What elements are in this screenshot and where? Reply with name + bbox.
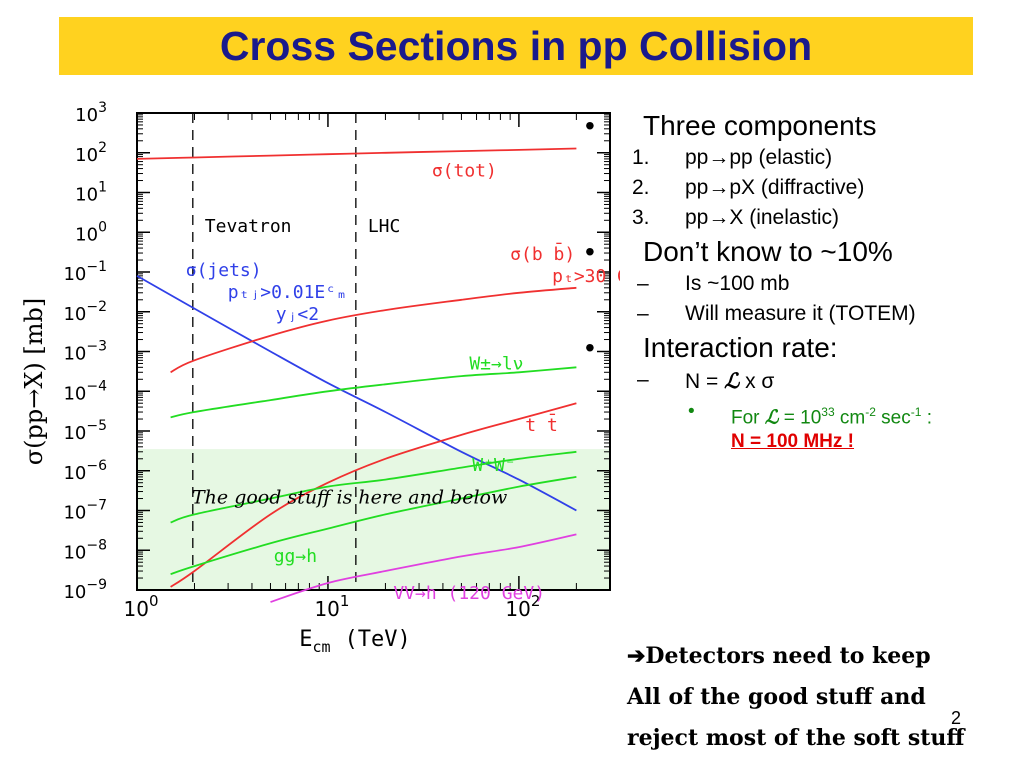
- list-item-elastic: 1. pp→pp (elastic): [632, 146, 833, 169]
- y-tick-label: 10−7: [63, 498, 107, 524]
- list-item-rate-formula: – N = ℒ x σ: [637, 368, 775, 393]
- series-line-6: [170, 476, 577, 576]
- series-label-0: σ(tot): [432, 161, 497, 182]
- y-tick-label: 101: [75, 180, 107, 206]
- y-tick-label: 10−9: [63, 577, 107, 603]
- y-tick-label: 10−5: [63, 418, 107, 444]
- conclusion-text: ➔Detectors need to keep All of the good …: [627, 636, 1007, 759]
- cross-section-chart: 103 102 101 100 10−1 10−2 10−3 10−4 10−5 10−6 10−7…: [20, 100, 620, 655]
- series-line-5: [170, 450, 577, 524]
- x-tick-label: 102: [505, 592, 540, 621]
- conclusion-line-3: reject most of the soft stuff: [627, 725, 965, 751]
- list-item-luminosity: • For ℒ = 1033 cm-2 sec-1 : N = 100 MHz !: [688, 401, 932, 453]
- series-line-3: [170, 366, 577, 419]
- y-tick-label: 102: [75, 140, 107, 166]
- series-label-7: VV→h (120 GeV): [393, 583, 545, 604]
- conclusion-line-2: All of the good stuff and: [627, 684, 926, 710]
- series-line-7: [270, 533, 577, 603]
- slide-title: Cross Sections in pp Collision: [219, 22, 813, 69]
- series-line-1: [136, 275, 577, 512]
- vline-label: Tevatron: [205, 216, 292, 237]
- series-label-6: gg→h: [274, 546, 317, 567]
- bullet-interaction-rate: • Interaction rate:: [585, 332, 838, 363]
- y-tick-label: 10−2: [63, 299, 107, 325]
- y-tick-label: 100: [75, 219, 107, 245]
- series-line-2: [170, 286, 577, 374]
- series-label-2: σ(b b̄)pₜ>30 GeV: [510, 242, 620, 287]
- y-tick-label: 10−3: [63, 339, 107, 365]
- list-item-inelastic: 3. pp→X (inelastic): [632, 206, 840, 229]
- list-item-100mb: – Is ~100 mb: [637, 272, 790, 295]
- page-number: 2: [951, 708, 962, 728]
- x-tick-label: 101: [314, 592, 349, 621]
- rate-result: N = 100 MHz !: [731, 431, 855, 453]
- series-label-5: W⁺W⁻: [472, 455, 515, 476]
- vline-label: LHC: [368, 216, 401, 237]
- chart-plot-area: 103 102 101 100 10−1 10−2 10−3 10−4 10−5 10−6 10−7…: [20, 100, 620, 655]
- conclusion-line-1: ➔Detectors need to keep: [627, 643, 931, 669]
- title-bar: Cross Sections in pp Collision: [59, 17, 973, 75]
- y-tick-label: 10−8: [63, 537, 107, 563]
- series-line-0: [136, 147, 577, 160]
- y-tick-label: 103: [75, 100, 107, 126]
- x-axis-label: Ecm (TeV): [299, 627, 411, 655]
- bullet-three-components: • Three components: [585, 110, 877, 141]
- series-label-1: σ(jets) pₜⱼ>0.01Eᶜₘ yⱼ<2: [186, 260, 347, 325]
- bullet-list: • Three components 1. pp→pp (elastic) 2. pp…: [585, 110, 1015, 454]
- y-tick-label: 10−4: [63, 378, 107, 404]
- series-label-3: W±→lν: [469, 354, 523, 375]
- y-tick-label: 10−6: [63, 458, 107, 484]
- x-tick-label: 100: [124, 592, 159, 621]
- list-item-totem: – Will measure it (TOTEM): [637, 302, 916, 325]
- list-item-diffractive: 2. pp→pX (diffractive): [632, 176, 865, 199]
- y-axis-label: σ(pp→X) [mb]: [20, 298, 48, 466]
- bullet-dont-know: • Don’t know to ~10%: [585, 236, 893, 267]
- series-line-4: [170, 402, 577, 588]
- y-tick-label: 10−1: [63, 259, 107, 285]
- good-stuff-label: The good stuff is here and below: [192, 487, 507, 509]
- good-stuff-region: [137, 449, 610, 590]
- series-label-4: t t̄: [525, 413, 558, 436]
